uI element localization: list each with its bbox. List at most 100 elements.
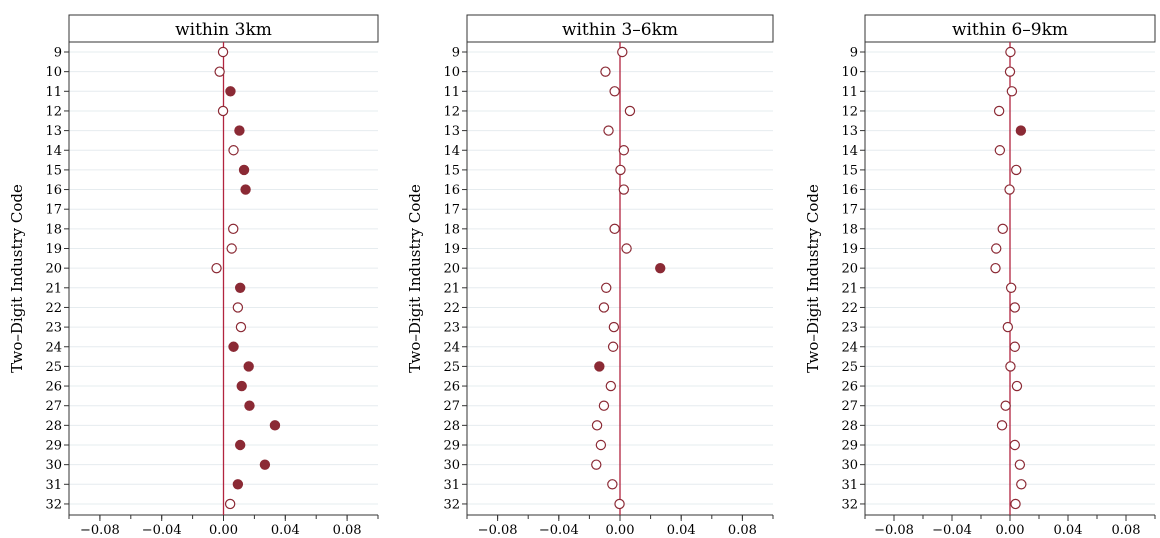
data-point	[1009, 341, 1020, 352]
data-point	[617, 46, 628, 58]
y-tick-label: 14	[443, 144, 460, 159]
y-tick-label: 30	[841, 458, 858, 473]
y-tick-label: 11	[45, 85, 62, 100]
y-tick-label: 31	[45, 478, 62, 493]
y-tick-label: 14	[45, 144, 62, 159]
y-tick-label: 22	[443, 301, 460, 316]
panel-title: within 3km	[175, 20, 272, 40]
y-tick-label: 16	[45, 183, 62, 198]
x-tick-label: −0.08	[874, 523, 914, 538]
y-tick-label: 21	[443, 281, 460, 296]
data-point	[595, 439, 607, 451]
y-tick-label: 23	[443, 321, 460, 336]
y-tick-label: 18	[443, 222, 460, 237]
data-point	[605, 380, 617, 392]
data-point	[1009, 439, 1020, 451]
data-point	[217, 105, 229, 117]
y-tick-label: 10	[841, 65, 858, 80]
data-point-significant	[236, 380, 247, 392]
y-tick-label: 20	[841, 262, 858, 277]
data-point	[601, 282, 612, 293]
y-tick-label: 17	[443, 203, 460, 218]
data-point	[1016, 479, 1027, 490]
data-point	[1005, 46, 1016, 58]
y-tick-label: 15	[45, 163, 62, 178]
y-tick-label: 15	[841, 163, 858, 178]
y-tick-label: 13	[841, 124, 858, 139]
x-tick-label: −0.08	[478, 523, 518, 538]
y-axis-title: Two–Digit Industry Code	[8, 184, 26, 373]
y-tick-label: 20	[443, 262, 460, 277]
y-tick-label: 25	[45, 360, 62, 375]
y-tick-label: 32	[443, 497, 460, 512]
data-point	[621, 243, 632, 254]
y-tick-label: 16	[841, 183, 858, 198]
data-point	[1000, 400, 1011, 411]
data-point	[228, 145, 239, 156]
data-point	[214, 66, 225, 77]
y-tick-label: 22	[45, 301, 62, 316]
data-point	[996, 420, 1008, 431]
y-tick-label: 18	[45, 222, 62, 237]
data-point	[1004, 184, 1015, 195]
y-tick-label: 26	[443, 380, 460, 395]
x-tick-label: 0.08	[1112, 523, 1141, 538]
y-tick-label: 9	[850, 46, 858, 61]
data-point-significant	[243, 361, 254, 372]
data-point	[991, 243, 1002, 254]
y-tick-label: 14	[841, 144, 858, 159]
y-tick-label: 20	[45, 262, 62, 277]
y-tick-label: 12	[45, 104, 62, 119]
x-tick-label: 0.04	[667, 523, 696, 538]
x-tick-label: 0.08	[728, 523, 757, 538]
y-tick-label: 27	[443, 399, 460, 414]
x-tick-label: 0.00	[209, 523, 238, 538]
data-point-significant	[228, 341, 239, 352]
y-tick-label: 25	[443, 360, 460, 375]
y-tick-label: 17	[45, 203, 62, 218]
y-tick-label: 29	[45, 439, 62, 454]
data-point	[224, 498, 236, 510]
y-tick-label: 10	[443, 65, 460, 80]
y-tick-label: 26	[841, 380, 858, 395]
panel-title-box	[466, 14, 774, 43]
data-point	[591, 459, 602, 470]
data-point	[1004, 66, 1016, 77]
y-tick-label: 9	[452, 46, 460, 61]
y-tick-label: 11	[443, 85, 460, 100]
data-point-significant	[234, 282, 246, 293]
y-tick-label: 19	[443, 242, 460, 257]
data-point	[997, 223, 1008, 235]
y-tick-label: 31	[841, 478, 858, 493]
x-tick-label: −0.08	[80, 523, 120, 538]
data-point	[624, 105, 636, 117]
y-tick-label: 21	[45, 281, 62, 296]
data-point	[598, 400, 610, 411]
data-point-significant	[232, 479, 244, 490]
y-tick-label: 19	[841, 242, 858, 257]
y-tick-label: 29	[841, 439, 858, 454]
data-point-significant	[655, 262, 666, 274]
y-tick-label: 18	[841, 222, 858, 237]
y-tick-label: 28	[841, 419, 858, 434]
data-point-significant	[225, 86, 236, 97]
y-tick-label: 32	[841, 497, 858, 512]
y-tick-label: 22	[841, 301, 858, 316]
data-point	[993, 105, 1005, 117]
y-tick-label: 28	[45, 419, 62, 434]
x-tick-label: −0.04	[142, 523, 182, 538]
data-point	[1005, 361, 1016, 372]
y-tick-label: 27	[45, 399, 62, 414]
y-tick-label: 30	[45, 458, 62, 473]
data-point-significant	[1015, 125, 1027, 136]
y-tick-label: 17	[841, 203, 858, 218]
y-tick-label: 23	[841, 321, 858, 336]
data-point	[618, 145, 630, 156]
data-point	[990, 262, 1001, 274]
y-tick-label: 24	[443, 340, 460, 355]
data-point	[618, 184, 630, 195]
data-point	[607, 479, 618, 490]
x-tick-label: 0.08	[333, 523, 362, 538]
x-tick-label: −0.04	[539, 523, 579, 538]
data-point	[609, 223, 620, 235]
